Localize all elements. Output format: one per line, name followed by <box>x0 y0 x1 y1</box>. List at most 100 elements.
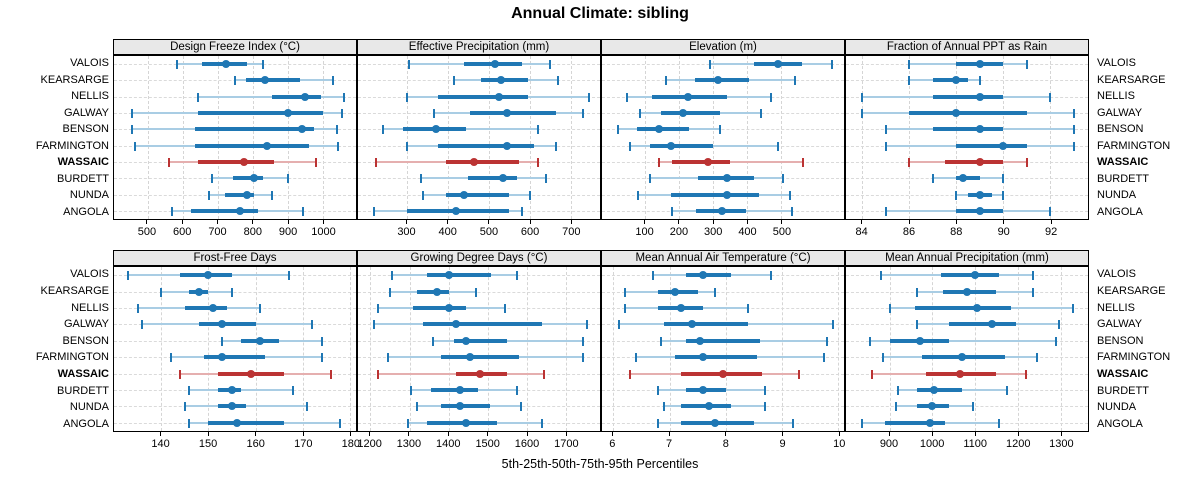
axis-tick <box>931 432 933 436</box>
axis-tick <box>678 220 680 224</box>
median-dot <box>209 304 218 312</box>
median-dot <box>975 92 984 101</box>
whisker-cap <box>1049 92 1052 102</box>
axis-tick <box>526 432 528 436</box>
median-dot <box>444 271 453 280</box>
axis-tick-label: 1200 <box>357 438 382 450</box>
axis-tick <box>712 220 714 224</box>
axis-tick-label: 90 <box>997 226 1010 238</box>
site-label-right-valois: VALOIS <box>1097 57 1136 70</box>
whisker-cap <box>545 174 548 184</box>
median-dot <box>710 418 719 427</box>
axis-tick <box>1060 432 1062 436</box>
median-dot <box>926 418 935 427</box>
site-label-right-angola: ANGOLA <box>1097 205 1143 218</box>
panel-header: Mean Annual Air Temperature (°C) <box>601 250 845 266</box>
grid-line-vertical <box>488 56 490 219</box>
iqr-bar-25th-75th <box>208 420 284 425</box>
grid-line-vertical <box>862 56 864 219</box>
median-dot <box>722 190 731 199</box>
axis-tick-label: 700 <box>562 226 581 238</box>
whisker-cap <box>406 92 409 102</box>
site-label-right-valois: VALOIS <box>1097 268 1136 281</box>
axis-tick-label: 9 <box>779 438 786 450</box>
whisker-cap <box>616 125 619 135</box>
whisker-cap <box>342 92 345 102</box>
site-label-left-wassaic: WASSAIC <box>57 367 109 380</box>
median-dot <box>246 369 255 378</box>
iqr-bar-25th-75th <box>245 78 300 83</box>
site-label-left-burdett: BURDETT <box>57 384 109 397</box>
whisker-cap <box>1006 386 1009 395</box>
grid-line-vertical <box>1003 56 1005 219</box>
grid-line-vertical <box>838 267 840 431</box>
whisker-cap <box>747 304 750 313</box>
iqr-bar-25th-75th <box>672 159 731 164</box>
whisker-cap <box>671 206 674 216</box>
median-dot <box>717 206 726 215</box>
whisker-cap <box>997 418 1000 428</box>
axis-tick-label: 500 <box>137 226 157 238</box>
whisker-cap <box>167 157 170 167</box>
axis-tick <box>287 220 289 224</box>
whisker-cap <box>408 60 411 70</box>
whisker-cap <box>183 402 186 412</box>
site-label-left-angola: ANGOLA <box>63 205 109 218</box>
whisker-cap <box>504 304 507 313</box>
grid-line-vertical <box>565 267 567 431</box>
site-label-right-farmington: FARMINGTON <box>1097 351 1171 364</box>
median-dot <box>218 320 227 329</box>
median-dot <box>462 418 471 427</box>
axis-tick-label: 1100 <box>963 438 988 450</box>
iqr-bar-25th-75th <box>660 111 721 116</box>
whisker-cap <box>793 76 796 86</box>
whisker-cap <box>888 304 891 313</box>
whisker-cap <box>916 287 919 297</box>
median-dot <box>466 353 475 362</box>
iqr-bar-25th-75th <box>470 111 557 116</box>
grid-line-vertical <box>370 267 372 431</box>
panel-plot <box>357 55 601 220</box>
whisker-5th-95th <box>432 339 584 342</box>
panel-plot <box>601 266 845 432</box>
site-label-left-burdett: BURDETT <box>57 172 109 185</box>
grid-line-horizontal <box>358 291 600 293</box>
site-label-left-valois: VALOIS <box>70 57 109 70</box>
whisker-cap <box>884 206 887 216</box>
axis-tick <box>447 220 449 224</box>
grid-line-vertical <box>889 267 891 431</box>
whisker-cap <box>410 386 413 395</box>
iqr-bar-25th-75th <box>636 127 690 132</box>
whisker-cap <box>764 402 767 412</box>
grid-line-vertical <box>302 267 304 431</box>
whisker-cap <box>882 353 885 363</box>
iqr-bar-25th-75th <box>932 127 1004 132</box>
site-label-right-benson: BENSON <box>1097 123 1144 136</box>
median-dot <box>497 76 506 85</box>
axis-tick <box>447 432 449 436</box>
whisker-cap <box>176 60 179 70</box>
median-dot <box>297 125 306 134</box>
whisker-cap <box>860 418 863 428</box>
axis-tick-label: 300 <box>704 226 723 238</box>
iqr-bar-25th-75th <box>271 94 321 99</box>
grid-line-vertical <box>713 56 715 219</box>
iqr-bar-25th-75th <box>437 94 528 99</box>
site-label-left-benson: BENSON <box>62 123 109 136</box>
iqr-bar-25th-75th <box>956 143 1027 148</box>
whisker-cap <box>823 353 826 363</box>
panel-header: Fraction of Annual PPT as Rain <box>845 39 1089 55</box>
whisker-cap <box>792 418 795 428</box>
axis-tick <box>252 220 254 224</box>
whisker-cap <box>660 336 663 346</box>
site-label-right-farmington: FARMINGTON <box>1097 139 1171 152</box>
whisker-cap <box>474 287 477 297</box>
axis-tick-label: 100 <box>635 226 654 238</box>
median-dot <box>232 418 241 427</box>
median-dot <box>999 141 1008 150</box>
grid-line-vertical <box>217 56 219 219</box>
median-dot <box>704 402 713 411</box>
grid-line-vertical <box>287 56 289 219</box>
whisker-cap <box>880 271 883 281</box>
